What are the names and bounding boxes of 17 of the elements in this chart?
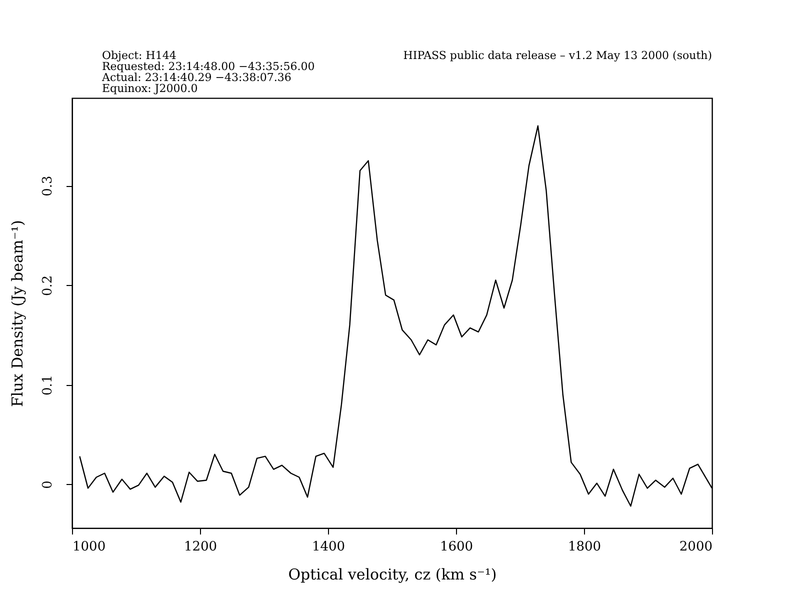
- y-tick-label: 0.1: [40, 374, 56, 396]
- text: Equinox: J2000.0: [102, 82, 198, 95]
- y-tick-label: 0.3: [40, 176, 56, 196]
- x-tick-label: 1600: [440, 540, 474, 554]
- text: Object: H144: [102, 49, 176, 62]
- x-tick-label: 1200: [184, 540, 218, 554]
- text: Actual: 23:14:40.29 −43:38:07.36: [101, 71, 292, 84]
- y-tick-label: 0.2: [40, 275, 56, 296]
- text: Requested: 23:14:48.00 −43:35:56.00: [102, 60, 315, 73]
- text: HIPASS public data release – v1.2 May 13 2000 (south): [403, 49, 712, 62]
- y-tick-label: 0: [40, 480, 56, 489]
- x-tick-label: 2000: [679, 540, 712, 554]
- x-tick-label: 1000: [72, 540, 106, 554]
- y-axis-title: Flux Density (Jy beam⁻¹): [8, 220, 26, 407]
- x-axis-title: Optical velocity, cz (km s⁻¹): [288, 566, 497, 584]
- x-tick-label: 1400: [312, 540, 346, 554]
- x-tick-label: 1800: [568, 540, 602, 554]
